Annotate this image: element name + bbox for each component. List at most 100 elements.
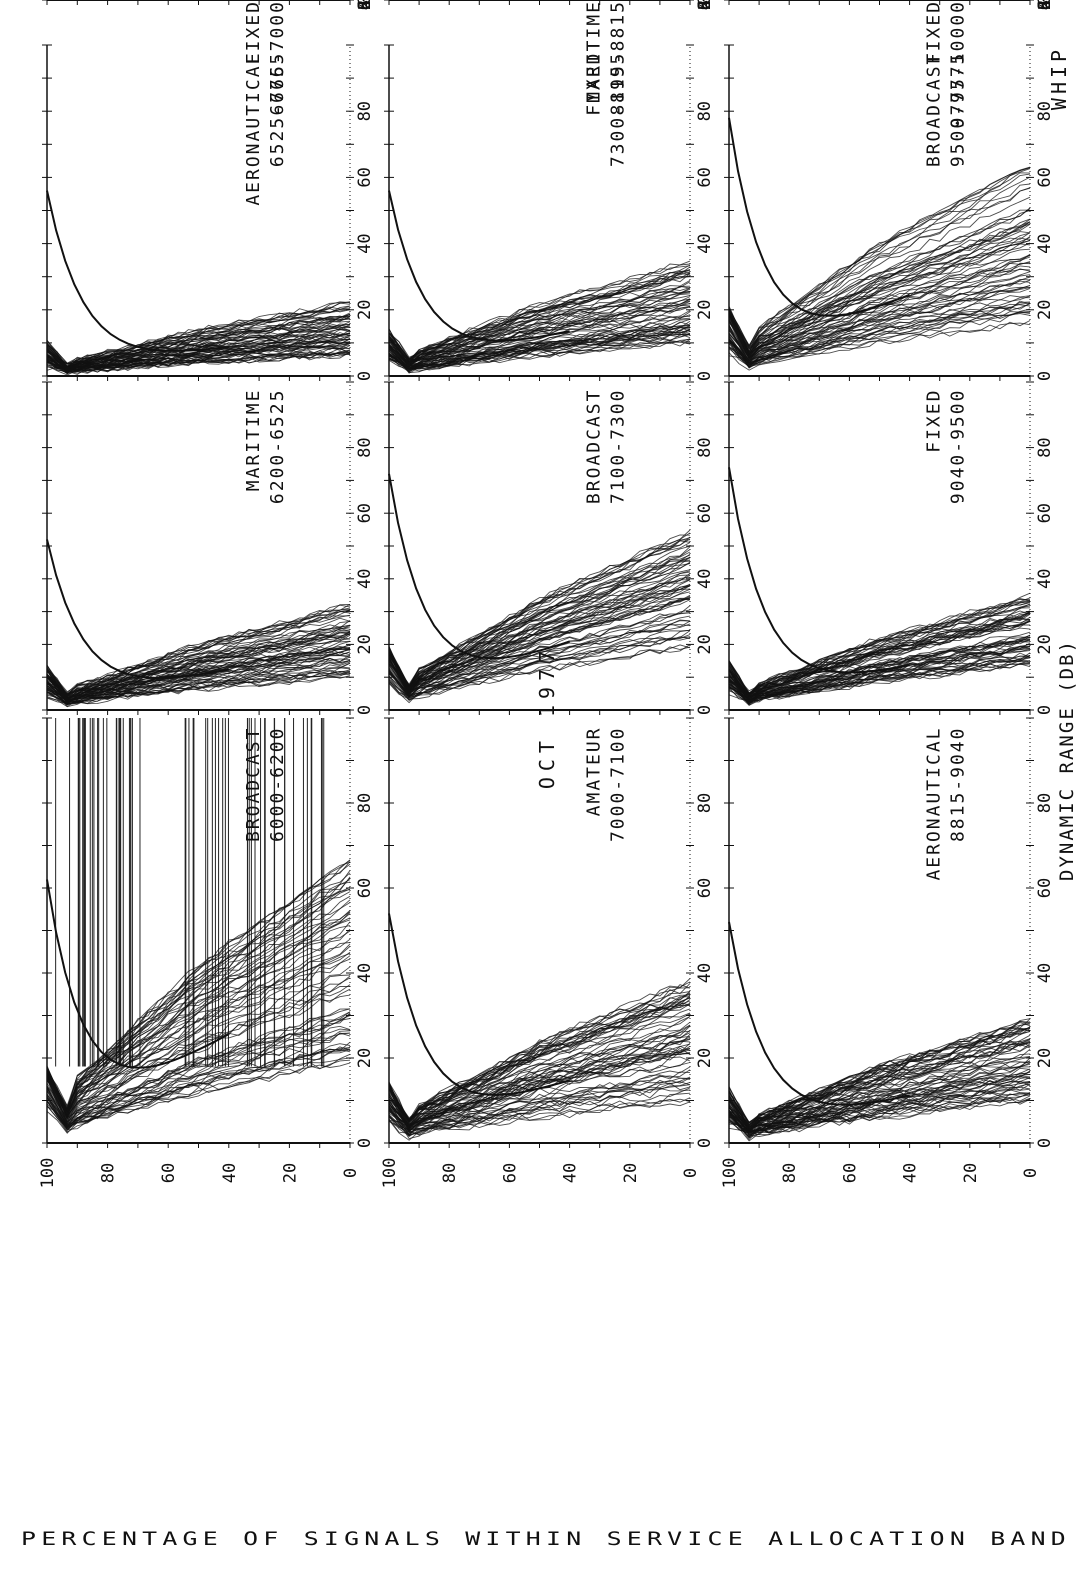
series-line	[46, 977, 351, 1125]
series-line	[728, 308, 1031, 365]
series-line	[388, 624, 691, 698]
series-line	[388, 306, 691, 365]
y-tick-label: 80	[99, 1163, 119, 1183]
y-tick-label: 0	[1021, 1168, 1041, 1178]
series-line	[388, 1035, 691, 1130]
x-tick-label: 0	[355, 1138, 375, 1148]
series-line	[46, 984, 351, 1125]
series-line	[46, 994, 351, 1120]
series-line	[388, 1081, 691, 1132]
series-line	[728, 611, 1031, 696]
panel-service-label: BROADCAST	[924, 52, 945, 168]
x-tick-label: 20	[355, 1048, 375, 1068]
panel: 0 20 40 60 80 AERONAUTICAL 6525-6765	[42, 44, 375, 381]
series-line	[388, 996, 691, 1124]
series-line	[388, 529, 691, 688]
x-tick-label: 40	[1035, 233, 1055, 253]
series-line	[728, 274, 1031, 361]
x-tick-label: 80	[1035, 437, 1055, 457]
series-line	[728, 187, 1031, 353]
series-line	[728, 173, 1031, 354]
series-line	[46, 620, 351, 697]
y-tick-label: 40	[220, 1163, 240, 1183]
series-line	[728, 288, 1031, 365]
series-line	[388, 1047, 691, 1131]
series-line	[46, 952, 351, 1118]
x-tick-label: 80	[1035, 0, 1055, 10]
series-line	[46, 347, 351, 374]
panel-service-label: MARITIME	[584, 0, 605, 103]
x-tick-label: 80	[695, 101, 715, 121]
x-tick-label: 20	[1035, 300, 1055, 320]
panel-service-label: AERONAUTICAL	[924, 727, 945, 881]
x-tick-label: 40	[355, 0, 375, 10]
series-line	[728, 322, 1031, 367]
series-line	[46, 621, 351, 700]
x-tick-label: 80	[1035, 793, 1055, 813]
series-line	[388, 984, 691, 1123]
envelope-line	[46, 539, 229, 679]
y-tick-label: 20	[621, 1163, 641, 1183]
panel-band-label: 9775-10000	[948, 0, 969, 128]
series-line	[728, 1093, 1031, 1136]
series-line	[728, 261, 1031, 362]
series-line	[388, 644, 691, 701]
x-tick-label: 0	[695, 0, 715, 5]
series-line	[728, 167, 1031, 346]
envelope-line	[46, 190, 229, 352]
series-line	[728, 1075, 1031, 1136]
y-tick-label: 40	[561, 1163, 581, 1183]
series-line	[728, 1044, 1031, 1131]
panel-service-label: BROADCAST	[584, 389, 605, 505]
series-line	[728, 265, 1031, 360]
series-line	[388, 338, 691, 374]
x-tick-label: 20	[695, 300, 715, 320]
series-line	[728, 168, 1031, 347]
series-line	[388, 991, 691, 1123]
x-tick-label: 80	[695, 437, 715, 457]
series-line	[388, 1097, 691, 1135]
panel-band-label: 7300-8195	[608, 52, 629, 168]
series-line	[388, 579, 691, 692]
series-line	[728, 313, 1031, 368]
panel-service-label: BROADCAST	[243, 727, 264, 843]
panel-service-label: MARITIME	[243, 389, 264, 492]
x-tick-label: 0	[1035, 705, 1055, 715]
series-line	[388, 574, 691, 692]
x-tick-label: 20	[355, 0, 375, 10]
series-line	[388, 291, 691, 362]
series-line	[728, 237, 1031, 359]
series-line	[388, 1087, 691, 1136]
series-line	[46, 306, 351, 369]
x-tick-label: 40	[695, 0, 715, 10]
series-line	[388, 1045, 691, 1127]
series-line	[388, 588, 691, 695]
series-line	[728, 1068, 1031, 1130]
series-line	[388, 1003, 691, 1127]
series-line	[388, 1030, 691, 1127]
x-tick-label: 80	[355, 437, 375, 457]
series-line	[728, 166, 1031, 348]
series-line	[388, 644, 691, 704]
series-line	[46, 1018, 351, 1129]
x-tick-label: 40	[695, 569, 715, 589]
series-line	[46, 1041, 351, 1131]
x-tick-label: 60	[695, 503, 715, 523]
series-line	[46, 943, 351, 1119]
x-tick-label: 0	[1035, 371, 1055, 381]
series-line	[728, 1028, 1031, 1127]
series-line	[46, 1012, 351, 1127]
series-line	[46, 632, 351, 701]
series-line	[46, 919, 351, 1117]
series-line	[46, 899, 351, 1114]
series-line	[728, 255, 1031, 362]
panel-band-label: 6525-6765	[267, 52, 288, 168]
envelope-line	[388, 913, 570, 1096]
series-line	[388, 298, 691, 368]
y-axis-label: PERCENTAGE OF SIGNALS WITHIN SERVICE ALL…	[21, 1528, 1071, 1550]
x-tick-label: 80	[695, 793, 715, 813]
series-line	[46, 338, 351, 372]
x-tick-label: 60	[1035, 0, 1055, 10]
x-tick-label: 20	[1035, 1048, 1055, 1068]
series-line	[728, 620, 1031, 701]
